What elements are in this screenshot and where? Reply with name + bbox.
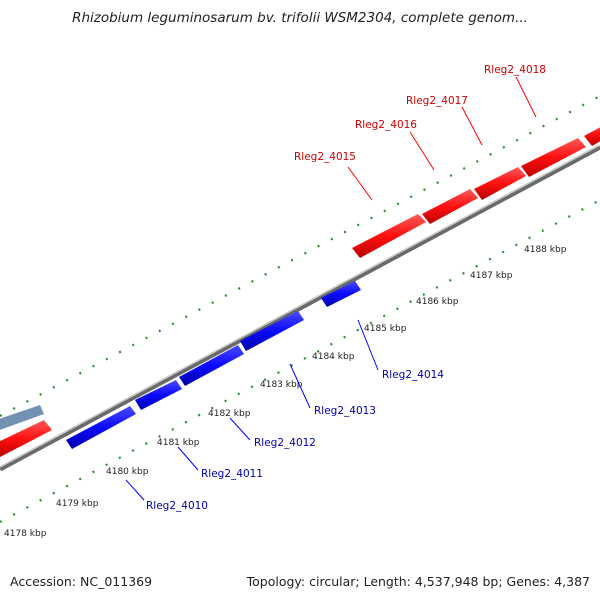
page-title: Rhizobium leguminosarum bv. trifolii WSM… [72,10,528,26]
forward-strand-genes [0,122,600,458]
leader-line [229,417,251,441]
summary-text: Topology: circular; Length: 4,537,948 bp… [246,574,590,589]
gene-label-reverse[interactable]: Rleg2_4010 [146,500,208,512]
offscreen-genes [0,405,44,430]
inner-ruler [0,199,600,523]
inner-tick-line [0,199,600,523]
scale-label: 4179 kbp [56,499,99,509]
gene-forward-4018[interactable] [521,138,586,177]
backbone-line [0,144,600,472]
accession-text: Accession: NC_011369 [10,574,153,589]
partial-gene-left-upper [0,405,44,430]
reverse-gene-labels: Rleg2_4010 Rleg2_4011 Rleg2_4012 Rleg2_4… [125,319,444,512]
scale-label: 4184 kbp [312,352,355,362]
gene-reverse-4014[interactable] [321,281,361,307]
gene-reverse-4013[interactable] [240,311,304,351]
scale-label: 4183 kbp [260,380,303,390]
gene-label-reverse[interactable]: Rleg2_4012 [254,437,316,449]
scale-label: 4178 kbp [4,529,47,539]
gene-reverse-4010[interactable] [66,406,136,449]
gene-label-forward[interactable]: Rleg2_4017 [406,95,468,107]
leader-line [515,76,537,118]
gene-forward-4017[interactable] [474,167,526,200]
scale-label: 4180 kbp [106,467,149,477]
leader-line [347,166,373,201]
gene-reverse-4012[interactable] [179,345,244,386]
forward-gene-labels: Rleg2_4015 Rleg2_4016 Rleg2_4017 Rleg2_4… [294,64,546,201]
leader-line [125,479,145,501]
leader-line [409,131,435,171]
scale-label: 4182 kbp [208,409,251,419]
backbone-highlight [0,144,600,468]
gene-label-forward[interactable]: Rleg2_4018 [484,64,546,76]
scale-label: 4188 kbp [524,245,567,255]
reverse-strand-genes [66,281,361,449]
gene-label-reverse[interactable]: Rleg2_4014 [382,369,444,381]
leader-line [177,446,199,471]
gene-label-forward[interactable]: Rleg2_4015 [294,151,356,163]
outer-tick-line [0,95,600,417]
gene-label-reverse[interactable]: Rleg2_4013 [314,405,376,417]
gene-forward-4016[interactable] [422,189,478,224]
gene-forward-4015[interactable] [352,214,426,258]
leader-line [289,363,311,409]
scale-label: 4187 kbp [470,271,513,281]
leader-line [357,319,379,371]
gene-label-reverse[interactable]: Rleg2_4011 [201,468,263,480]
gene-label-forward[interactable]: Rleg2_4016 [355,119,417,131]
leader-line [461,106,483,146]
scale-label: 4186 kbp [416,297,459,307]
scale-labels: 4178 kbp 4179 kbp 4180 kbp 4181 kbp 4182… [4,245,567,539]
scale-label: 4181 kbp [157,438,200,448]
gene-reverse-4011[interactable] [135,380,182,410]
partial-gene-right-forward[interactable] [584,122,600,146]
outer-ruler [0,95,600,417]
genome-backbone [0,144,600,472]
partial-gene-left-forward[interactable] [0,420,52,458]
scale-label: 4185 kbp [364,324,407,334]
